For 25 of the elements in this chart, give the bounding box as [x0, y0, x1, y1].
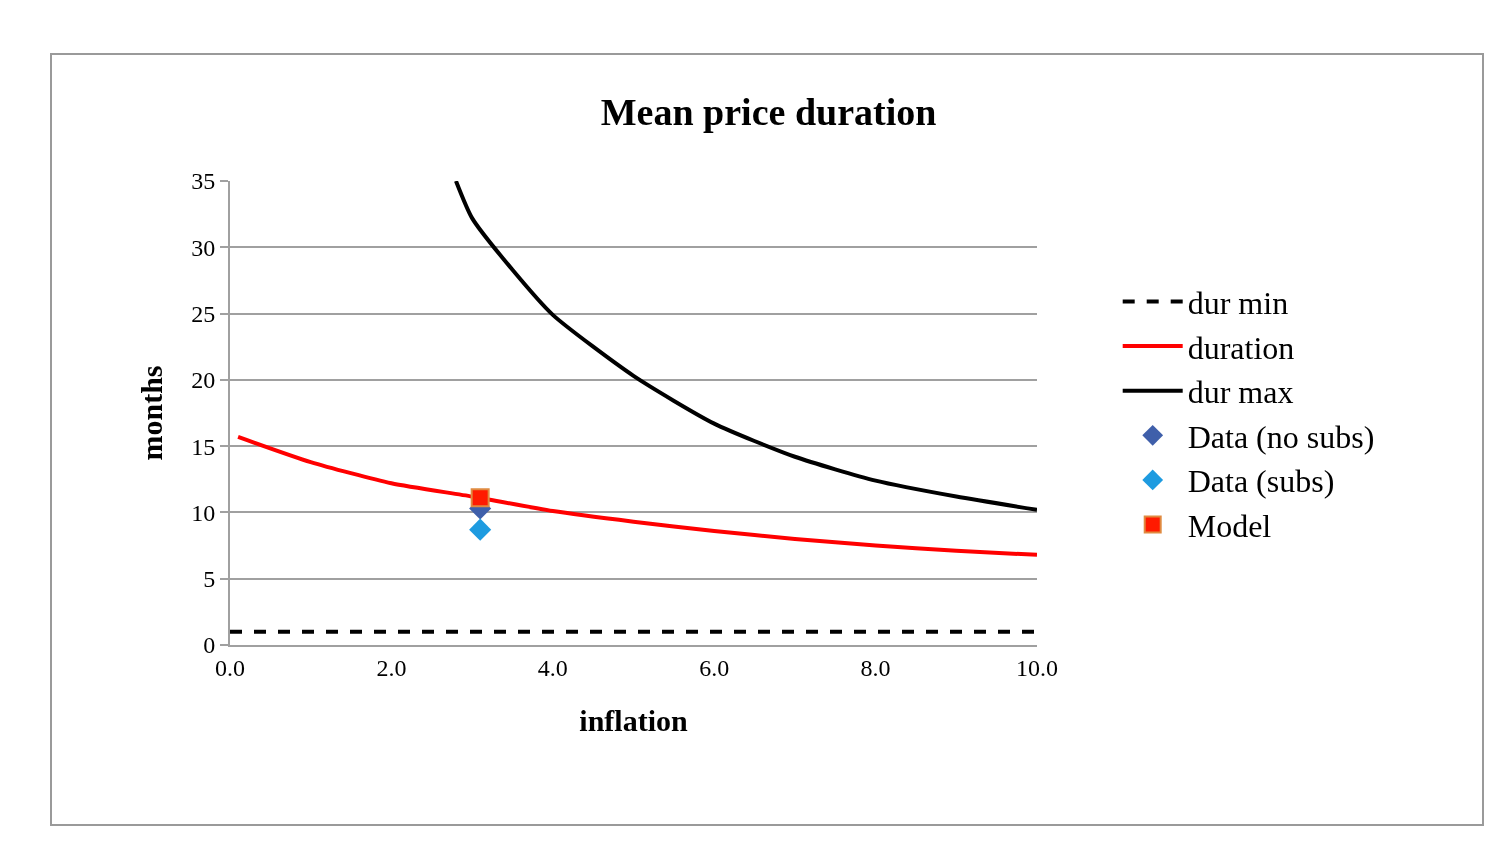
chart-title: Mean price duration — [600, 91, 937, 134]
y-tick-label: 35 — [191, 168, 216, 195]
x-tick-label: 0.0 — [215, 654, 245, 681]
y-tick-label: 10 — [191, 499, 216, 526]
y-tick-label: 30 — [191, 234, 216, 261]
x-tick-label: 2.0 — [376, 654, 407, 681]
x-tick-label: 6.0 — [699, 654, 730, 681]
legend-label: dur max — [1187, 374, 1294, 411]
x-tick-label: 10.0 — [1016, 654, 1058, 681]
x-axis-title: inflation — [579, 703, 688, 737]
y-tick-label: 15 — [191, 433, 216, 460]
y-tick-label: 25 — [191, 300, 216, 327]
x-tick-label: 4.0 — [537, 654, 568, 681]
y-axis-title: months — [134, 365, 168, 461]
y-tick-label: 0 — [203, 632, 216, 659]
line-series — [453, 181, 1037, 512]
legend-label: Data (subs) — [1187, 463, 1335, 500]
line-series — [236, 434, 1037, 557]
y-tick-label: 5 — [203, 566, 216, 593]
x-tick-label: 8.0 — [860, 654, 891, 681]
y-tick-label: 20 — [191, 367, 216, 394]
legend-label: dur min — [1187, 284, 1289, 321]
legend-label: duration — [1187, 329, 1295, 366]
legend-label: Model — [1187, 507, 1272, 544]
legend-label: Data (no subs) — [1187, 418, 1375, 455]
